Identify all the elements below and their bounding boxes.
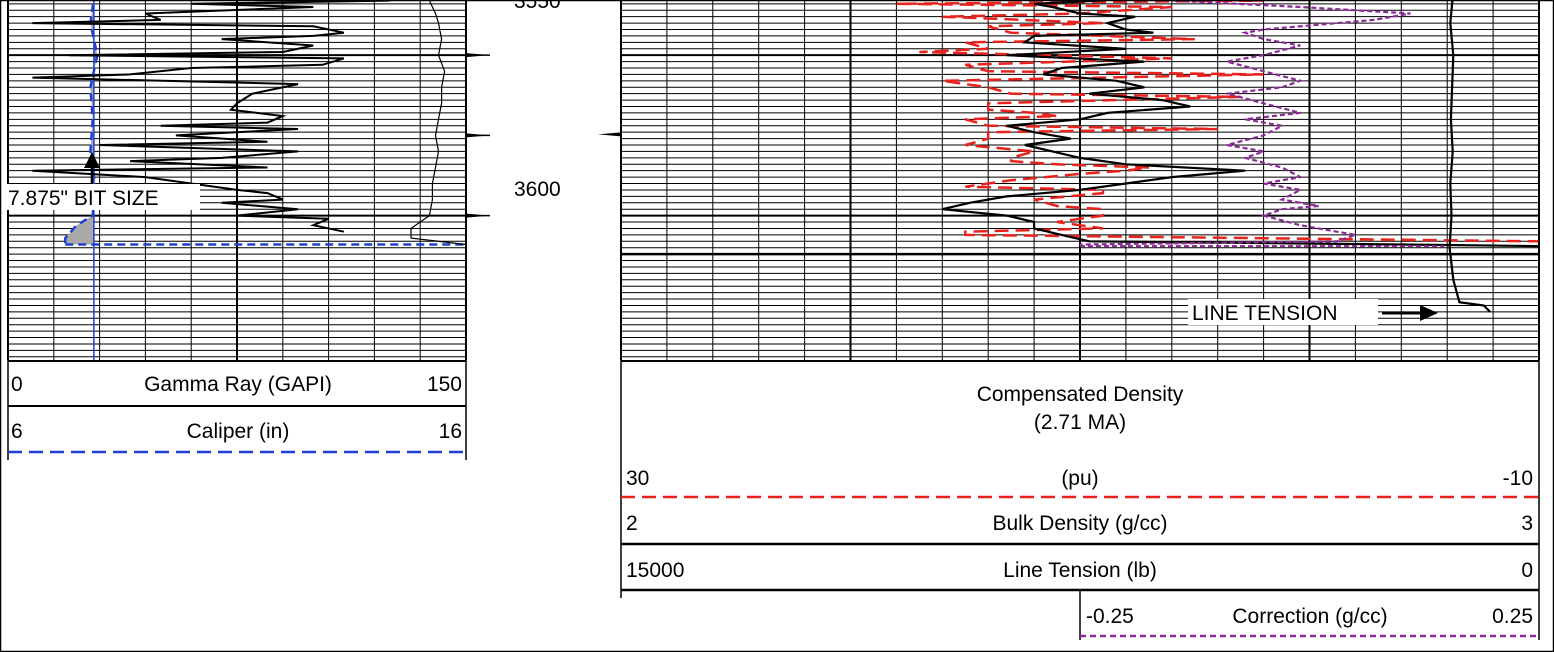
bulk-density-max: 3 — [1521, 512, 1533, 535]
bit-size-label: 7.875" BIT SIZE — [8, 187, 159, 210]
line-tension-curve — [1448, 0, 1491, 313]
bulk-density-header: 2 Bulk Density (g/cc) 3 — [626, 512, 1533, 535]
density-title-line2: (2.71 MA) — [1034, 411, 1126, 434]
correction-min: -0.25 — [1086, 605, 1134, 628]
curves — [32, 0, 1540, 360]
line-tension-title: Line Tension (lb) — [1003, 559, 1157, 582]
gamma-ray-title: Gamma Ray (GAPI) — [144, 373, 332, 396]
bit-size-label-box — [6, 184, 200, 210]
line-tension-label: LINE TENSION — [1192, 302, 1337, 325]
bulk-density-title: Bulk Density (g/cc) — [992, 512, 1167, 535]
correction-curve — [1079, 0, 1411, 246]
porosity-max: -10 — [1503, 467, 1533, 490]
correction-max: 0.25 — [1492, 605, 1533, 628]
depth-tick-head — [466, 133, 490, 138]
gamma-ray-min: 0 — [11, 373, 23, 396]
caliper-min: 6 — [11, 420, 23, 443]
line-tension-label-box — [1188, 299, 1378, 325]
bulk-density-curve — [942, 0, 1540, 248]
depth-tick-head — [598, 132, 621, 137]
depth-label-3600: 3600 — [514, 178, 561, 201]
gamma-ray-max: 150 — [427, 373, 462, 396]
line-tension-header: 15000 Line Tension (lb) 0 — [626, 559, 1533, 582]
gamma-secondary-curve — [410, 0, 467, 246]
caliper-title: Caliper (in) — [187, 420, 290, 443]
porosity-header: 30 (pu) -10 — [626, 467, 1533, 490]
line-tension-arrow — [1382, 305, 1438, 321]
caliper-max: 16 — [439, 420, 462, 443]
density-title-line1: Compensated Density — [977, 383, 1184, 406]
line-tension-max: 0 — [1521, 559, 1533, 582]
caliper-header: 6 Caliper (in) 16 — [11, 420, 462, 443]
bit-size-arrow — [84, 152, 100, 183]
bulk-density-min: 2 — [626, 512, 638, 535]
correction-title: Correction (g/cc) — [1232, 605, 1387, 628]
gamma-ray-curve — [32, 0, 390, 233]
depth-label-3550: 3550 — [514, 0, 561, 13]
porosity-title: (pu) — [1061, 467, 1098, 490]
depth-tick-head — [466, 53, 490, 58]
depth-tick-head — [466, 213, 490, 218]
porosity-min: 30 — [626, 467, 649, 490]
correction-header: -0.25 Correction (g/cc) 0.25 — [1086, 605, 1533, 628]
gamma-ray-header: 0 Gamma Ray (GAPI) 150 — [11, 373, 462, 396]
caliper-curve — [64, 0, 99, 245]
line-tension-min: 15000 — [626, 559, 684, 582]
